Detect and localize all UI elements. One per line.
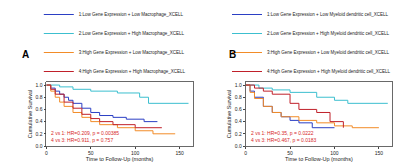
svg-text:50: 50 [88, 150, 94, 156]
svg-text:0.6: 0.6 [235, 106, 242, 112]
svg-text:0.2: 0.2 [36, 131, 43, 137]
svg-text:4 vs 3: HR=0.911, p = 0.757: 4 vs 3: HR=0.911, p = 0.757 [51, 137, 113, 143]
svg-text:150: 150 [175, 150, 184, 156]
svg-text:3:High Gene Expression + Low M: 3:High Gene Expression + Low Macrophage_… [79, 50, 185, 55]
svg-text:0.4: 0.4 [36, 118, 43, 124]
svg-text:4:High Gene Expression + High: 4:High Gene Expression + High Macrophage… [79, 69, 186, 74]
svg-text:100: 100 [330, 150, 339, 156]
svg-text:A: A [22, 49, 29, 60]
svg-text:Cumulative Survival: Cumulative Survival [27, 90, 33, 139]
svg-text:Cumulative Survival: Cumulative Survival [226, 90, 232, 139]
svg-text:4:High Gene Expression + High: 4:High Gene Expression + High Myeloid de… [267, 69, 390, 74]
svg-text:1:Low Gene Expression + Low My: 1:Low Gene Expression + Low Myeloid dend… [267, 12, 388, 17]
svg-text:100: 100 [131, 150, 140, 156]
svg-text:Time to Follow-Up (months): Time to Follow-Up (months) [285, 156, 353, 162]
svg-text:0.8: 0.8 [36, 94, 43, 100]
svg-text:0.4: 0.4 [235, 118, 242, 124]
svg-text:0.0: 0.0 [36, 143, 43, 149]
svg-text:0.6: 0.6 [36, 106, 43, 112]
svg-text:0: 0 [244, 150, 247, 156]
svg-text:1.0: 1.0 [36, 82, 43, 88]
svg-text:2:Low Gene Expression + High M: 2:Low Gene Expression + High Macrophage_… [79, 31, 185, 36]
svg-text:1.0: 1.0 [235, 82, 242, 88]
svg-text:0.2: 0.2 [235, 131, 242, 137]
svg-text:B: B [229, 49, 236, 60]
svg-text:50: 50 [287, 150, 293, 156]
svg-text:0.8: 0.8 [235, 94, 242, 100]
svg-text:3:High Gene Expression + Low M: 3:High Gene Expression + Low Myeloid den… [267, 50, 389, 55]
svg-text:2 vs 1: HR=0.35, p = 0.0222: 2 vs 1: HR=0.35, p = 0.0222 [251, 130, 314, 136]
svg-text:4 vs 3: HR=0.467, p = 0.0183: 4 vs 3: HR=0.467, p = 0.0183 [251, 137, 317, 143]
svg-text:0.0: 0.0 [235, 143, 242, 149]
svg-text:0: 0 [45, 150, 48, 156]
svg-text:2:Low Gene Expression + High M: 2:Low Gene Expression + High Myeloid den… [267, 31, 389, 36]
svg-text:Time to Follow-Up (months): Time to Follow-Up (months) [86, 156, 154, 162]
svg-text:150: 150 [375, 150, 384, 156]
svg-text:2 vs 1: HR=0.209, p = 0.00385: 2 vs 1: HR=0.209, p = 0.00385 [51, 130, 119, 136]
svg-text:1:Low Gene Expression + Low Ma: 1:Low Gene Expression + Low Macrophage_X… [79, 12, 184, 17]
